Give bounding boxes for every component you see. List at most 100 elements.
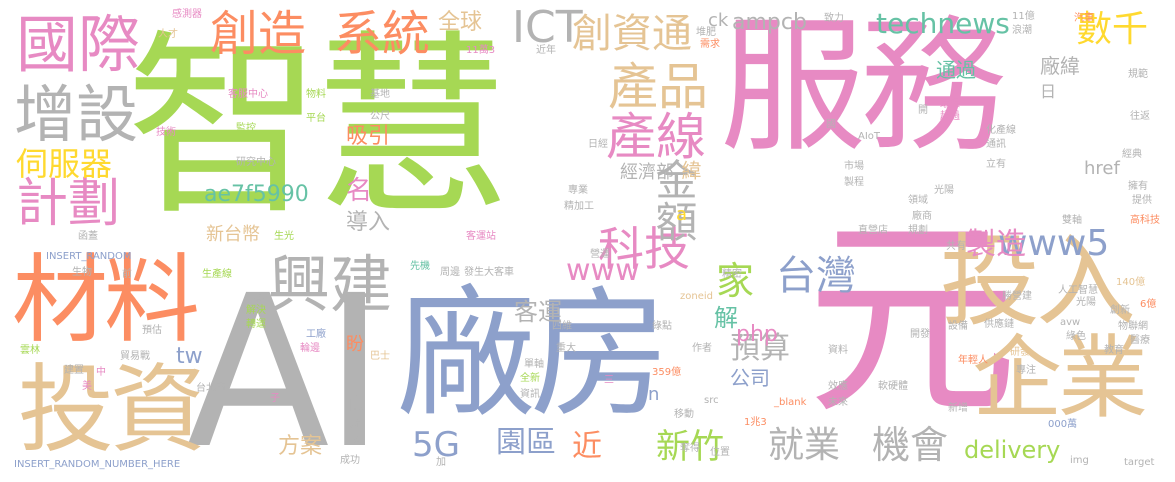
word-guoji: 國際 — [16, 8, 141, 81]
word-zi: 子 — [270, 393, 280, 404]
word-rengongzhihui: 人工智慧 — [1058, 285, 1098, 296]
word-jia: 家 — [716, 259, 755, 303]
word-cifuqi: 伺服器 — [16, 145, 113, 183]
word-shengguang: 生光 — [274, 231, 294, 242]
word-kai: 開 — [918, 105, 928, 116]
word-xingjian: 興建 — [268, 248, 393, 321]
word-gongyou: 共有 — [946, 241, 966, 252]
word-chanye: 專業 — [568, 185, 588, 196]
word-guangyang: 光陽 — [1076, 297, 1096, 308]
word-taiwan: 台灣 — [776, 253, 856, 299]
word-keji: 科技 — [598, 222, 690, 276]
word-gaokeji: 高科技 — [1130, 215, 1160, 226]
word-huanbao: 環保 — [940, 99, 960, 110]
word-sihui: 四維 — [552, 321, 572, 332]
word-guozu: 國 — [826, 119, 836, 130]
word-quandian: 全新 — [520, 373, 540, 384]
word-ganceqi: 感測器 — [172, 9, 202, 20]
word-lunbian: 輪邊 — [300, 343, 320, 354]
word-a: a — [676, 204, 688, 225]
word-chanxian: 產線 — [606, 108, 706, 166]
word-xitong: 系統 — [334, 6, 431, 62]
word-href: href — [1084, 158, 1120, 179]
word-qiye: 企業 — [972, 326, 1148, 431]
word-qian: 前 — [122, 269, 132, 280]
word-zhizaoqi: 製程 — [844, 177, 864, 188]
word-yingyu: 營運 — [590, 249, 610, 260]
word-5g: 5G — [412, 425, 460, 465]
word-chuangzitong: 創資通 — [572, 11, 692, 57]
word-jiaoyu: 教育 — [1104, 345, 1124, 356]
word-weilai: 未來 — [828, 397, 848, 408]
word-mei: 美 — [82, 381, 92, 392]
word-weizhi: 位置 — [710, 447, 730, 458]
word-touzi: 投資 — [18, 354, 206, 466]
word-san: 三 — [604, 375, 614, 386]
word-jishu: 技術 — [156, 127, 176, 138]
word-guanli: 規劃 — [908, 225, 928, 236]
word-shengwu: 生物 — [72, 267, 92, 278]
word-yanfa: 研發 — [1010, 347, 1030, 358]
word-insert-long: INSERT_RANDOM_NUMBER_HERE — [14, 459, 181, 470]
word-wan11: 11萬3 — [466, 45, 496, 56]
word-xinzhu: 新竹 — [656, 427, 724, 467]
word-jihui: 機會 — [872, 423, 949, 467]
word-tw: tw — [176, 344, 203, 369]
word-lingyu: 領域 — [908, 195, 928, 206]
word-gongsi: 公司 — [730, 366, 770, 390]
word-wan000: 000萬 — [1048, 419, 1078, 430]
word-jihua: 計劃 — [16, 174, 121, 234]
word-fuwu: 服務 — [720, 2, 1006, 172]
word-changwei: 廠緯 — [1040, 54, 1080, 78]
word-taibeishi: 台北市 — [196, 383, 226, 394]
word-xiaolv: 效應 — [828, 381, 848, 392]
word-rijie: 日經 — [588, 139, 608, 150]
word-zixun: 資訊 — [520, 389, 540, 400]
word-hash: ae7f5990 — [204, 182, 309, 207]
word-shengguan: 精密 — [722, 269, 742, 280]
word-yuanqu: 園區 — [496, 425, 556, 460]
word-changfang: 廠房 — [396, 274, 670, 437]
word-xinzeng: 新增 — [948, 403, 968, 414]
word-tongguo: 通過 — [936, 58, 976, 82]
word-maoyizhan: 貿易戰 — [120, 351, 150, 362]
word-chuangzao: 創造 — [210, 6, 307, 62]
word-cailiao: 材料 — [12, 244, 200, 356]
word-wangluo: 往返 — [1130, 111, 1150, 122]
word-zhong: 中 — [96, 367, 106, 378]
word-jia2: 加 — [436, 457, 446, 468]
word-zhili: 致力 — [824, 13, 844, 24]
word-shengchanxian: 生產線 — [202, 269, 232, 280]
word-keyun: 客運 — [514, 298, 562, 326]
word-ai: AI — [186, 250, 386, 482]
word-zuozhe: 作者 — [692, 343, 712, 354]
word-chaoyue: 超過 — [940, 111, 960, 122]
word-img: img — [1070, 455, 1089, 466]
word-chuangxin: 創新 — [1110, 305, 1130, 316]
word-www5: www5 — [998, 223, 1110, 264]
word-duoshu: 奪得 — [680, 443, 700, 454]
word-n: n — [648, 384, 660, 405]
word-changshang: 廠商 — [912, 211, 932, 222]
word-src: src — [704, 395, 719, 406]
word-yi359: 359億 — [652, 367, 682, 378]
word-ziliao: 資料 — [828, 345, 848, 356]
word-wei: 緯 — [678, 160, 702, 180]
word-zhizhi: 直營店 — [858, 225, 888, 236]
word-rencai: 人才 — [158, 29, 178, 40]
word-wulianwang: 物聯網 — [1118, 321, 1148, 332]
word-php: php — [736, 322, 778, 347]
word-shou: 受 — [254, 295, 264, 306]
word-xintaibi: 新台幣 — [206, 224, 260, 245]
word-jie: 解 — [714, 304, 738, 332]
word-delivery: delivery — [964, 436, 1061, 464]
word-jianzao: 建置 — [64, 365, 84, 376]
word-yi140: 140億 — [1116, 277, 1146, 288]
word-zengshe: 增設 — [14, 78, 139, 151]
word-pan: 盼 — [346, 334, 364, 355]
word-gongkong: 公尺 — [370, 111, 390, 122]
word-zoneid: zoneid — [680, 291, 713, 302]
word-jiejue: 解決 — [246, 305, 266, 316]
word-guangyangjia: 光陽 — [934, 185, 954, 196]
